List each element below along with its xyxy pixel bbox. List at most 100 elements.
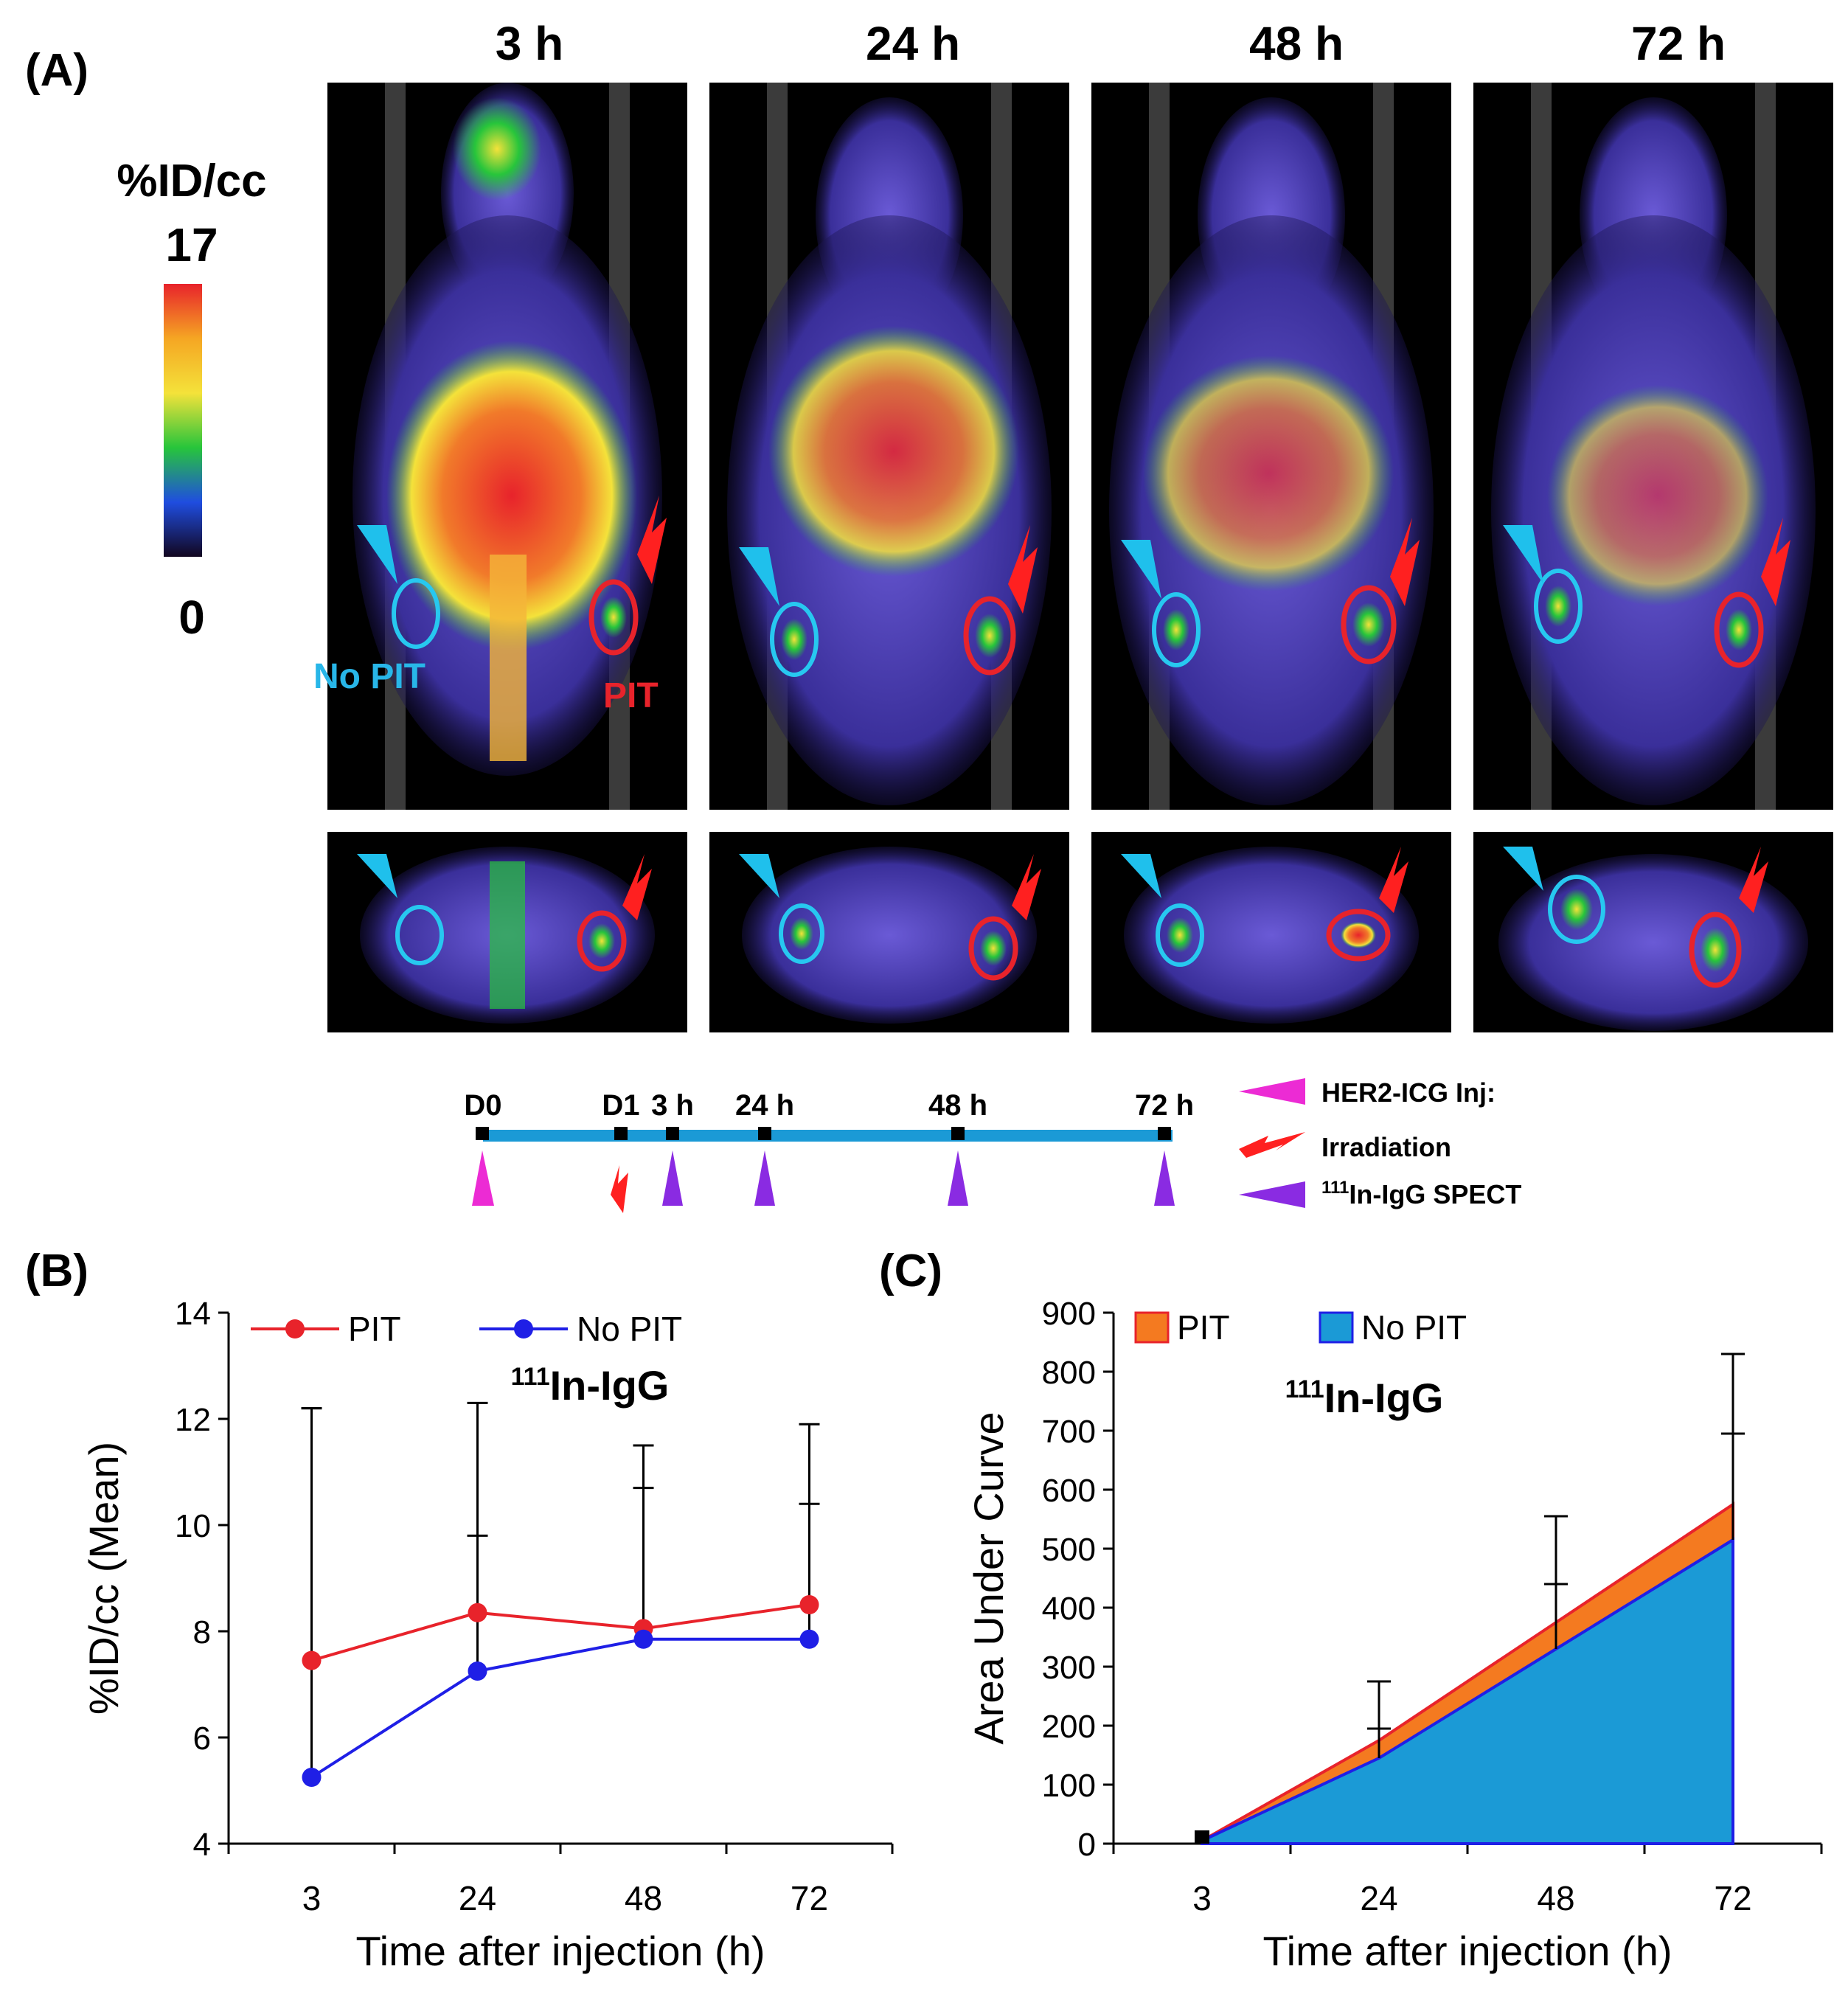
y-tick-label: 500 — [1042, 1532, 1096, 1568]
timepoint-label-24h: 24 h — [865, 17, 961, 70]
timeline-tick-72h — [1158, 1127, 1171, 1140]
y-tick-label: 10 — [175, 1508, 211, 1544]
timeline-label-48h: 48 h — [928, 1089, 987, 1122]
legend-label: No PIT — [577, 1310, 682, 1348]
pit-label: PIT — [603, 676, 659, 715]
y-tick-label: 800 — [1042, 1355, 1096, 1391]
spect-marker-24h — [754, 1150, 775, 1206]
series-line-no-pit — [310, 1637, 810, 1779]
x-tick-label: 3 — [1192, 1879, 1212, 1917]
spect-marker-48h — [948, 1150, 968, 1206]
legend-irradiation-label: Irradiation — [1321, 1132, 1451, 1162]
chart-annotation: 111In-IgG — [1285, 1375, 1444, 1421]
coronal-scan-72h — [1473, 83, 1833, 810]
legend-swatch — [1319, 1311, 1354, 1344]
injection-marker — [472, 1150, 494, 1206]
y-tick-label: 300 — [1042, 1650, 1096, 1686]
treatment-timeline: D0 D1 3 h 24 h 48 h 72 h — [464, 1089, 1194, 1213]
panel-a-letter: (A) — [25, 45, 89, 96]
legend-marker — [285, 1319, 305, 1338]
spect-marker-72h — [1154, 1150, 1175, 1206]
legend-spect-text: In-IgG SPECT — [1349, 1179, 1521, 1209]
y-tick-label: 4 — [193, 1827, 211, 1863]
legend-injection-icon — [1239, 1078, 1305, 1105]
y-tick-label: 100 — [1042, 1768, 1096, 1804]
annotation-sup: 111 — [1285, 1375, 1324, 1403]
timeline-legend: HER2-ICG Inj: Irradiation 111In-IgG SPEC… — [1239, 1077, 1521, 1209]
panel-c-area-chart: 0 100 200 300 400 500 600 700 800 900 3 24 48 72 Time … — [965, 1296, 1823, 1974]
timeline-label-d1: D1 — [602, 1089, 639, 1122]
x-tick-label: 72 — [1714, 1879, 1751, 1917]
data-point-pit — [302, 1650, 322, 1670]
timeline-tick-3h — [666, 1127, 679, 1140]
series-line-pit — [310, 1603, 810, 1662]
timepoint-label-72h: 72 h — [1630, 17, 1726, 70]
legend-label: No PIT — [1361, 1308, 1467, 1347]
legend-spect-icon — [1239, 1181, 1305, 1208]
y-tick-label: 400 — [1042, 1591, 1096, 1627]
x-tick-label: 48 — [1537, 1879, 1574, 1917]
panel-b-letter: (B) — [25, 1246, 89, 1296]
axial-scan-3h — [327, 832, 687, 1032]
data-point-no-pit — [302, 1768, 322, 1787]
x-tick-label: 48 — [625, 1879, 662, 1917]
spect-marker-3h — [662, 1150, 683, 1206]
data-point-pit — [468, 1603, 487, 1622]
x-axis-label: Time after injection (h) — [356, 1928, 765, 1974]
x-tick-label: 24 — [459, 1879, 496, 1917]
axial-scan-72h — [1473, 832, 1833, 1032]
colorbar-gradient — [164, 284, 202, 557]
timeline-label-d0: D0 — [464, 1089, 501, 1122]
y-tick-label: 14 — [175, 1296, 211, 1332]
y-tick-label: 200 — [1042, 1709, 1096, 1745]
chart-annotation: 111In-IgG — [511, 1362, 670, 1409]
y-tick-label: 12 — [175, 1402, 211, 1438]
y-tick-label: 700 — [1042, 1414, 1096, 1450]
y-tick-label: 900 — [1042, 1296, 1096, 1332]
legend-irradiation-icon — [1239, 1132, 1305, 1158]
timepoint-label-48h: 48 h — [1248, 17, 1344, 70]
y-axis-label: Area Under Curve — [965, 1412, 1012, 1744]
colorbar-title: %ID/cc — [117, 156, 267, 206]
timepoint-label-3h: 3 h — [495, 17, 564, 70]
annotation-text: In-IgG — [1324, 1375, 1444, 1421]
annotation-text: In-IgG — [550, 1362, 670, 1409]
y-tick-label: 600 — [1042, 1473, 1096, 1509]
data-point-no-pit — [799, 1629, 819, 1649]
y-tick-label: 8 — [193, 1614, 211, 1650]
coronal-scan-3h — [327, 83, 687, 810]
data-point-pit — [799, 1595, 819, 1614]
irradiation-marker — [608, 1165, 628, 1213]
no-pit-label: No PIT — [313, 657, 425, 696]
panel-b-line-chart: 4 6 8 10 12 14 3 24 48 72 Time after injection (h)… — [80, 1296, 894, 1974]
legend-marker — [514, 1319, 533, 1338]
timeline-label-3h: 3 h — [651, 1089, 694, 1122]
legend-swatch — [1134, 1311, 1170, 1344]
y-tick-label: 6 — [193, 1721, 211, 1757]
legend-label: PIT — [348, 1310, 401, 1348]
colorbar-min: 0 — [178, 591, 205, 644]
colorbar-max: 17 — [165, 218, 218, 271]
y-tick-label: 0 — [1078, 1827, 1096, 1863]
panel-c-letter: (C) — [879, 1246, 943, 1296]
start-marker — [1195, 1830, 1209, 1844]
timeline-tick-d0 — [476, 1127, 489, 1140]
legend-injection-label: HER2-ICG Inj: — [1321, 1077, 1496, 1108]
y-axis-label: %ID/cc (Mean) — [80, 1442, 127, 1715]
legend-spect-label: 111In-IgG SPECT — [1321, 1178, 1521, 1209]
data-point-no-pit — [633, 1629, 653, 1649]
coronal-scan-48h — [1091, 83, 1451, 810]
legend-label: PIT — [1177, 1308, 1230, 1347]
timeline-tick-48h — [951, 1127, 965, 1140]
coronal-scan-24h — [709, 83, 1069, 810]
x-axis-label: Time after injection (h) — [1263, 1928, 1672, 1974]
x-tick-label: 24 — [1360, 1879, 1397, 1917]
data-point-no-pit — [468, 1662, 487, 1681]
x-tick-label: 3 — [302, 1879, 322, 1917]
timeline-label-72h: 72 h — [1135, 1089, 1194, 1122]
x-tick-label: 72 — [791, 1879, 828, 1917]
timeline-label-24h: 24 h — [735, 1089, 794, 1122]
timeline-tick-24h — [758, 1127, 771, 1140]
timeline-tick-d1 — [614, 1127, 628, 1140]
axial-scan-24h — [709, 832, 1069, 1032]
